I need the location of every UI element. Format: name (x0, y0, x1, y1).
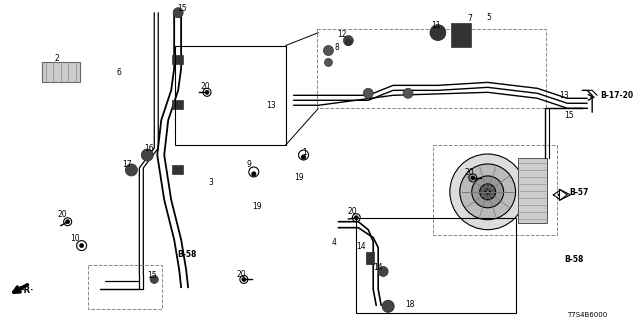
Text: 17: 17 (123, 160, 132, 170)
Circle shape (344, 36, 353, 45)
Circle shape (472, 176, 504, 208)
Circle shape (323, 45, 333, 55)
Bar (42, 62, 79, 82)
Circle shape (378, 267, 388, 276)
Text: 13: 13 (266, 101, 276, 110)
Text: 7: 7 (467, 14, 472, 23)
Circle shape (460, 164, 516, 220)
Bar (366, 252, 374, 263)
Bar (172, 55, 183, 64)
Text: 8: 8 (334, 43, 339, 52)
Text: 20: 20 (348, 207, 357, 216)
Text: 15: 15 (564, 111, 574, 120)
Text: 5: 5 (486, 13, 491, 22)
Bar (317, 28, 547, 108)
Circle shape (205, 90, 209, 94)
Text: 15: 15 (147, 271, 157, 280)
Text: 19: 19 (294, 173, 303, 182)
Text: 1: 1 (302, 148, 307, 156)
Text: B-17-20: B-17-20 (600, 91, 633, 100)
Text: 13: 13 (559, 91, 569, 100)
Circle shape (324, 59, 332, 67)
Text: 4: 4 (332, 238, 337, 247)
Circle shape (242, 277, 246, 281)
Text: 2: 2 (54, 54, 59, 63)
Text: FR·: FR· (18, 286, 33, 295)
Bar (172, 165, 183, 174)
Text: B-57: B-57 (570, 188, 589, 197)
Text: 6: 6 (117, 68, 122, 77)
Circle shape (301, 155, 305, 159)
Text: 18: 18 (405, 300, 415, 309)
Text: 15: 15 (177, 4, 187, 13)
Text: 14: 14 (356, 242, 366, 251)
Circle shape (173, 8, 183, 18)
Bar (451, 23, 471, 46)
Text: 9: 9 (246, 160, 252, 170)
Bar (518, 158, 547, 223)
Circle shape (403, 88, 413, 98)
Circle shape (430, 25, 446, 41)
Circle shape (252, 172, 256, 176)
Bar (172, 100, 183, 109)
Text: 16: 16 (145, 144, 154, 153)
Bar (433, 145, 557, 235)
Bar (356, 218, 516, 313)
Text: 14: 14 (373, 263, 383, 272)
Circle shape (150, 276, 158, 284)
Text: 19: 19 (252, 202, 262, 211)
Text: B-58: B-58 (177, 250, 196, 259)
Circle shape (480, 184, 495, 200)
Circle shape (450, 154, 525, 230)
Circle shape (355, 216, 358, 220)
Text: 20: 20 (465, 168, 475, 177)
Circle shape (125, 164, 138, 176)
Text: 20: 20 (200, 82, 210, 91)
Circle shape (484, 189, 491, 195)
Text: 11: 11 (431, 21, 441, 30)
Circle shape (79, 244, 84, 248)
Text: T7S4B6000: T7S4B6000 (567, 312, 607, 318)
Circle shape (364, 88, 373, 98)
Bar (88, 265, 162, 309)
Bar (175, 45, 285, 145)
Circle shape (66, 220, 70, 224)
Text: 20: 20 (236, 270, 246, 279)
FancyArrowPatch shape (558, 189, 570, 200)
Circle shape (346, 40, 351, 45)
Circle shape (382, 300, 394, 312)
Text: 20: 20 (58, 210, 67, 219)
Circle shape (141, 149, 153, 161)
Text: B-58: B-58 (564, 255, 584, 264)
Circle shape (471, 176, 475, 180)
Text: 12: 12 (338, 30, 347, 39)
Text: 3: 3 (209, 178, 213, 188)
Text: 10: 10 (70, 234, 79, 243)
